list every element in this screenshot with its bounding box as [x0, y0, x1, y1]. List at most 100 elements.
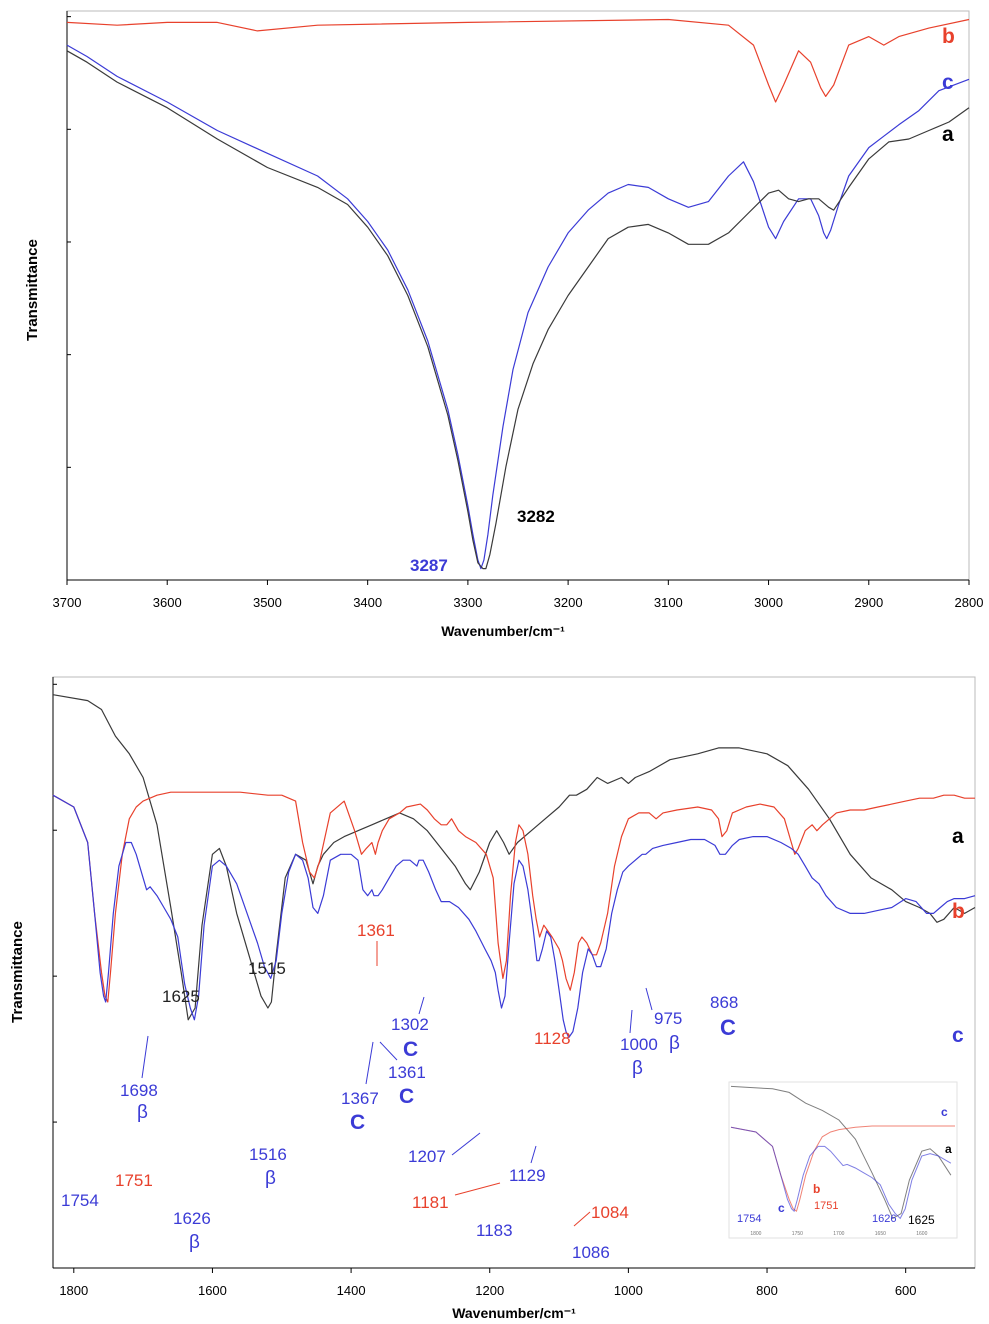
- bottom-x-ticks: 1800 1600 1400 1200 1000 800 600: [59, 1268, 917, 1298]
- top-series-c-line: [66, 44, 970, 570]
- leader-1207: [451, 1132, 481, 1156]
- inset-label-c-right: c: [941, 1105, 948, 1119]
- peak-label-1128-red: 1128: [534, 1029, 571, 1048]
- leader-1698: [141, 1035, 149, 1079]
- top-x-tick-label: 3700: [53, 595, 82, 610]
- bottom-series-label-b: b: [952, 900, 965, 923]
- bottom-series-label-c: c: [952, 1024, 964, 1047]
- assignment-1302: C: [403, 1038, 418, 1061]
- peak-label-1625: 1625: [162, 987, 200, 1006]
- assignment-975: β: [669, 1033, 680, 1054]
- bottom-x-tick-label: 1400: [337, 1283, 366, 1298]
- peak-label-1084-red: 1084: [591, 1203, 629, 1222]
- top-spectrum-panel: 3700 3600 3500 3400 3300 3200 3100 3000 2900 2800…: [24, 10, 984, 639]
- top-x-tick-label: 3500: [253, 595, 282, 610]
- leader-1084-red: [573, 1211, 591, 1227]
- inset-label-1754: 1754: [737, 1213, 761, 1225]
- bottom-x-axis-label: Wavenumber/cm⁻¹: [452, 1305, 576, 1321]
- peak-label-1207: 1207: [408, 1147, 446, 1166]
- assignment-1361: C: [399, 1085, 414, 1108]
- assignment-868: C: [720, 1015, 736, 1040]
- inset-label-a: a: [945, 1142, 952, 1156]
- inset-label-c-left: c: [778, 1201, 785, 1215]
- peak-label-1361-blue: 1361: [388, 1063, 426, 1082]
- inset-x-tick-label: 1750: [792, 1231, 803, 1237]
- peak-label-1361-red: 1361: [357, 921, 395, 940]
- bottom-series-a-line: [52, 694, 976, 1021]
- peak-label-1515: 1515: [248, 959, 286, 978]
- leader-1361-blue: [379, 1041, 398, 1061]
- top-y-ticks: [67, 16, 71, 468]
- bottom-series-b-line: [52, 791, 975, 1003]
- leader-1000: [629, 1009, 633, 1034]
- top-x-axis-label: Wavenumber/cm⁻¹: [441, 623, 565, 639]
- bottom-x-tick-label: 1800: [59, 1283, 88, 1298]
- bottom-x-tick-label: 1000: [614, 1283, 643, 1298]
- top-plot-frame: [66, 10, 970, 581]
- assignment-1000: β: [632, 1058, 643, 1079]
- top-x-tick-label: 3200: [554, 595, 583, 610]
- bottom-series-group: [52, 694, 976, 1039]
- peak-label-1086: 1086: [572, 1243, 610, 1262]
- peak-label-1181-red: 1181: [412, 1193, 449, 1212]
- inset-label-b: b: [813, 1182, 820, 1196]
- peak-label-3282: 3282: [517, 507, 555, 526]
- inset-label-1626: 1626: [872, 1213, 896, 1225]
- peak-label-868: 868: [710, 993, 738, 1012]
- bottom-y-ticks: [53, 683, 57, 1123]
- top-x-tick-label: 3000: [754, 595, 783, 610]
- peak-label-1698: 1698: [120, 1081, 158, 1100]
- top-series-group: [66, 18, 970, 570]
- top-series-label-c: c: [942, 71, 954, 94]
- inset-x-tick-label: 1650: [875, 1231, 886, 1237]
- inset-label-1625: 1625: [908, 1213, 935, 1227]
- peak-label-3287: 3287: [410, 556, 448, 575]
- peak-label-1754: 1754: [61, 1191, 99, 1210]
- inset-zoom: 1800 1750 1700 1650 1600 1754 c b 1751 1626 …: [728, 1081, 958, 1239]
- leader-1302: [418, 996, 425, 1015]
- inset-x-tick-label: 1800: [750, 1231, 761, 1237]
- top-x-ticks: 3700 3600 3500 3400 3300 3200 3100 3000 2900 2800: [53, 580, 984, 610]
- peak-label-1129: 1129: [509, 1166, 546, 1185]
- leader-1129: [530, 1145, 537, 1164]
- top-series-b-line: [66, 18, 970, 103]
- inset-x-tick-label: 1600: [916, 1231, 927, 1237]
- inset-x-tick-label: 1700: [833, 1231, 844, 1237]
- top-series-label-b: b: [942, 25, 955, 48]
- assignment-1516: β: [265, 1168, 276, 1189]
- peak-label-975: 975: [654, 1009, 682, 1028]
- inset-series-group: [730, 1085, 955, 1220]
- top-series-label-a: a: [942, 123, 954, 146]
- assignment-1626: β: [189, 1232, 200, 1253]
- peak-label-1367: 1367: [341, 1089, 379, 1108]
- leader-1181-red: [454, 1182, 501, 1196]
- leader-975: [645, 987, 653, 1011]
- bottom-x-tick-label: 600: [895, 1283, 917, 1298]
- top-x-tick-label: 2800: [955, 595, 984, 610]
- top-x-tick-label: 2900: [854, 595, 883, 610]
- bottom-x-tick-label: 1600: [198, 1283, 227, 1298]
- peak-label-1751-red: 1751: [115, 1171, 153, 1190]
- inset-series-a-line: [730, 1085, 952, 1220]
- top-x-tick-label: 3100: [654, 595, 683, 610]
- inset-label-1751: 1751: [814, 1200, 838, 1212]
- bottom-series-c-line: [52, 794, 976, 1039]
- top-x-tick-label: 3400: [353, 595, 382, 610]
- peak-label-1626: 1626: [173, 1209, 211, 1228]
- peak-label-1302: 1302: [391, 1015, 429, 1034]
- top-y-axis-label: Transmittance: [24, 239, 41, 341]
- bottom-x-tick-label: 1200: [475, 1283, 504, 1298]
- inset-x-ticks: 1800 1750 1700 1650 1600: [750, 1231, 927, 1237]
- bottom-spectrum-panel: 1800 1600 1400 1200 1000 800 600 Wavenumber/cm…: [9, 676, 976, 1321]
- bottom-y-axis-label: Transmittance: [9, 921, 26, 1023]
- peak-label-1516: 1516: [249, 1145, 287, 1164]
- bottom-series-label-a: a: [952, 825, 964, 848]
- peak-label-1000: 1000: [620, 1035, 658, 1054]
- assignment-1698: β: [137, 1102, 148, 1123]
- inset-frame: [728, 1081, 958, 1239]
- bottom-x-tick-label: 800: [756, 1283, 778, 1298]
- assignment-1367: C: [350, 1111, 365, 1134]
- top-x-tick-label: 3300: [453, 595, 482, 610]
- peak-label-1183: 1183: [476, 1221, 513, 1240]
